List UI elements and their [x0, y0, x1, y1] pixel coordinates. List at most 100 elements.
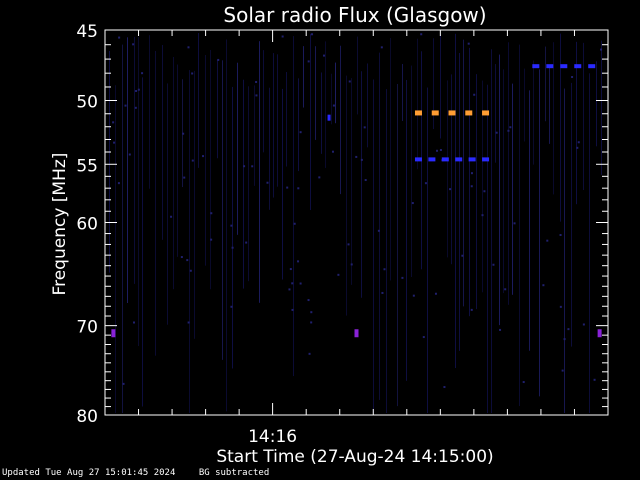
noise-streak [549, 66, 550, 144]
noise-streak [198, 33, 199, 168]
noise-streak [539, 69, 540, 397]
noise-streak [491, 49, 492, 413]
noise-streak [386, 89, 387, 413]
noise-streak [222, 60, 223, 360]
noise-streak [254, 85, 255, 186]
noise-streak [127, 37, 128, 304]
noise-speck [245, 241, 248, 244]
noise-speck [449, 188, 452, 191]
noise-streak [397, 83, 398, 407]
blue-dash-mark [441, 157, 449, 162]
noise-speck [434, 292, 437, 295]
noise-speck [582, 323, 585, 326]
noise-speck [297, 187, 300, 190]
noise-streak [321, 72, 322, 154]
blue-dash-mark [588, 64, 596, 69]
noise-streak [601, 40, 602, 175]
noise-speck [481, 214, 484, 217]
spectrogram-data-area [109, 33, 603, 414]
noise-speck [288, 288, 291, 291]
noise-speck [310, 321, 313, 324]
noise-streak [122, 44, 123, 413]
noise-streak [286, 72, 287, 167]
noise-speck [439, 149, 442, 152]
noise-speck [337, 273, 340, 276]
orange-dash-mark [482, 110, 490, 116]
noise-speck [332, 104, 335, 107]
noise-speck [492, 263, 495, 266]
noise-streak [177, 64, 178, 257]
noise-speck [170, 215, 173, 218]
noise-speck [180, 256, 183, 259]
blue-dash-mark [482, 157, 490, 162]
blue-dash-mark [532, 64, 540, 69]
y-tick-label: 70 [76, 318, 98, 338]
noise-speck [401, 276, 404, 279]
noise-speck [381, 291, 384, 294]
noise-streak [406, 79, 407, 381]
noise-speck [286, 186, 289, 189]
noise-speck [559, 305, 562, 308]
noise-speck [137, 88, 140, 91]
noise-streak [529, 90, 530, 351]
y-tick-label: 80 [76, 407, 98, 427]
noise-speck [141, 72, 144, 75]
noise-streak [210, 49, 211, 290]
noise-speck [307, 299, 310, 302]
noise-speck [380, 46, 383, 49]
noise-speck [231, 246, 234, 249]
noise-speck [546, 239, 549, 242]
noise-speck [117, 182, 120, 185]
noise-streak [411, 65, 412, 277]
noise-speck [411, 202, 414, 205]
noise-speck [291, 282, 294, 285]
noise-streak [512, 83, 513, 295]
noise-streak [167, 83, 168, 325]
noise-streak [335, 62, 336, 124]
noise-speck [350, 263, 353, 266]
noise-speck [118, 36, 121, 39]
noise-speck [323, 54, 326, 57]
blue-dash-mark [428, 157, 436, 162]
noise-streak [273, 53, 274, 198]
noise-streak [134, 36, 135, 284]
noise-streak [379, 52, 380, 400]
noise-streak [310, 33, 311, 211]
noise-speck [311, 33, 314, 36]
noise-speck [383, 268, 386, 271]
blue-dash-mark [414, 157, 422, 162]
noise-speck [210, 212, 213, 215]
noise-speck [255, 81, 258, 84]
bg-subtracted-note: BG subtracted [198, 468, 270, 478]
blue-dash-mark [468, 157, 476, 162]
noise-streak [361, 71, 362, 298]
noise-speck [576, 146, 579, 149]
plot-frame [104, 29, 609, 416]
noise-streak [162, 45, 163, 240]
noise-speck [251, 165, 254, 168]
blue-dash-mark [574, 64, 582, 69]
blue-dash-mark [455, 157, 463, 162]
noise-streak [277, 54, 278, 187]
noise-streak [508, 42, 509, 305]
noise-speck [509, 126, 512, 129]
orange-dash-mark [465, 110, 473, 116]
blue-spot-mark [327, 114, 331, 121]
noise-speck [467, 42, 470, 45]
noise-speck [182, 132, 185, 135]
noise-speck [483, 190, 486, 193]
noise-streak [357, 36, 358, 115]
noise-streak [303, 46, 304, 108]
noise-streak [519, 44, 520, 407]
noise-streak [487, 84, 488, 413]
noise-speck [522, 381, 525, 384]
orange-dash-mark [448, 110, 456, 116]
noise-streak [149, 35, 150, 189]
noise-streak [293, 36, 294, 377]
noise-speck [461, 254, 464, 257]
noise-speck [299, 131, 302, 134]
noise-speck [289, 268, 292, 271]
noise-streak [459, 53, 460, 351]
noise-streak [346, 75, 347, 316]
noise-streak [455, 33, 456, 369]
